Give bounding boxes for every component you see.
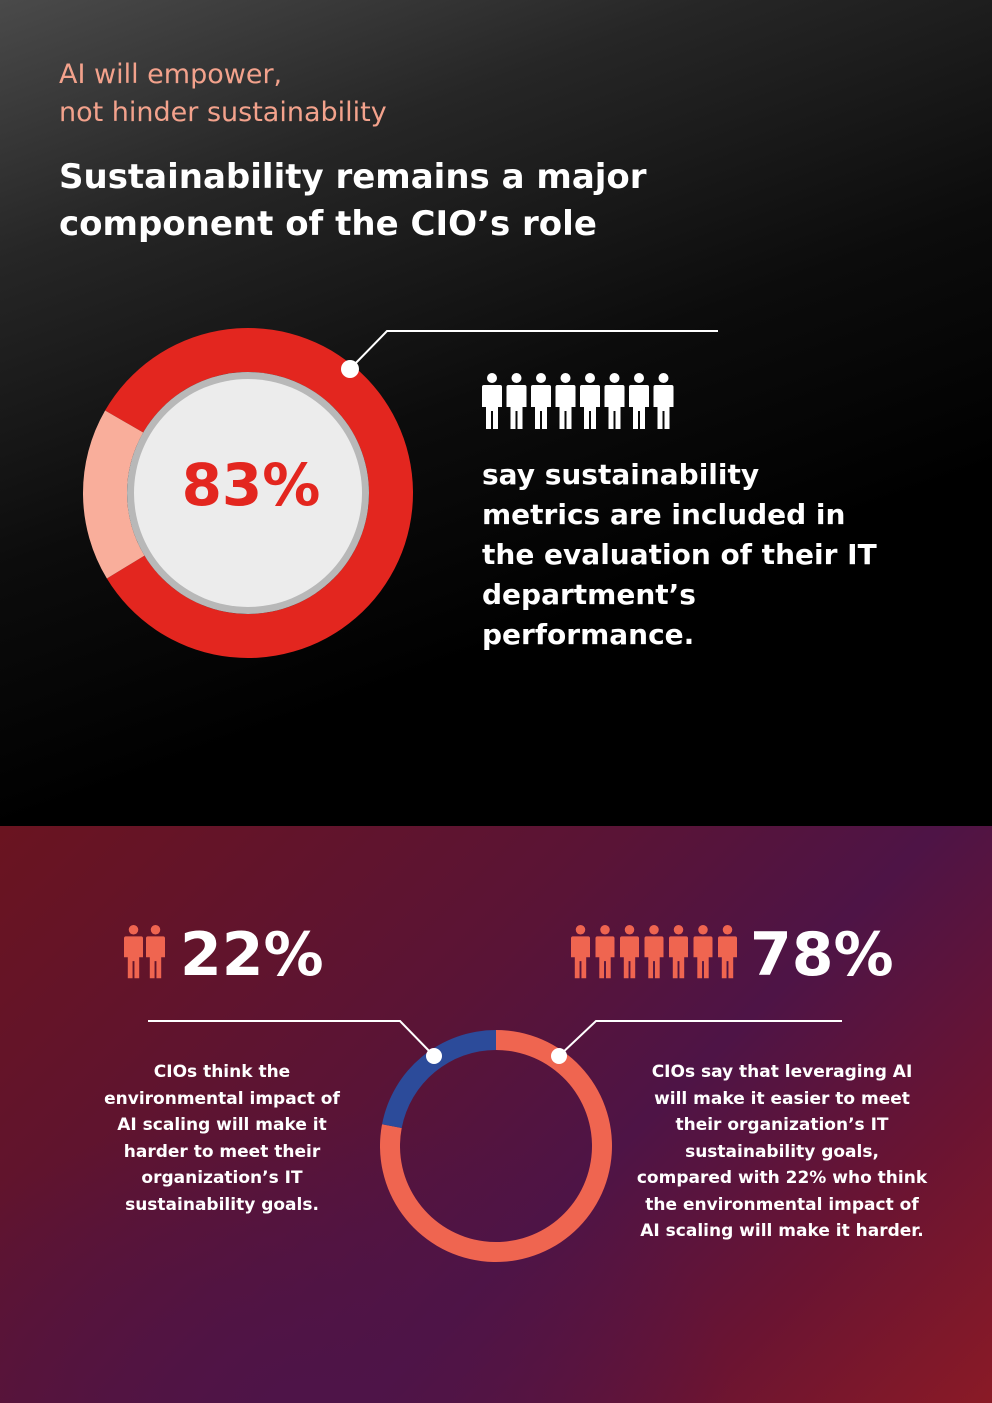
bottom-section [0, 826, 992, 1403]
person-icon [693, 925, 713, 979]
donut-83-remainder-segment [83, 410, 145, 579]
person-icon [620, 925, 640, 979]
eyebrow-title: AI will empower, not hinder sustainabili… [59, 59, 387, 128]
donut-83-center [134, 379, 362, 607]
callout-dot-78 [551, 1048, 567, 1064]
callout-line-78 [551, 1020, 842, 1064]
percent-78: 78% [750, 920, 894, 990]
person-icon [571, 925, 591, 979]
person-icon [595, 925, 615, 979]
percent-22: 22% [180, 920, 324, 990]
person-icon [506, 373, 527, 429]
percent-83: 83% [181, 451, 321, 519]
person-icon [531, 373, 551, 429]
people-icons-22 [124, 925, 165, 979]
description-22: CIOs think the environmental impact of A… [104, 1062, 340, 1215]
person-icon [653, 373, 674, 429]
callout-dot-83 [341, 360, 359, 378]
person-icon [644, 925, 664, 979]
people-icons-83 [482, 373, 674, 429]
person-icon [555, 373, 576, 429]
page-headline: Sustainability remains a major component… [59, 157, 647, 244]
callout-dot-22 [426, 1048, 442, 1064]
description-78: CIOs say that leveraging AI will make it… [636, 1062, 928, 1241]
person-icon [124, 925, 143, 979]
donut-83 [83, 327, 414, 658]
person-icon [669, 925, 689, 979]
person-icon [604, 373, 625, 429]
callout-line-83 [341, 330, 718, 378]
donut-22-segment [382, 1030, 496, 1129]
person-icon [718, 925, 738, 979]
people-icons-78 [571, 925, 738, 979]
donut-78-22 [380, 1030, 612, 1262]
callout-line-22 [148, 1020, 442, 1064]
person-icon [145, 925, 165, 979]
person-icon [629, 373, 649, 429]
description-83: say sustainability metrics are included … [482, 458, 877, 651]
person-icon [482, 373, 502, 429]
person-icon [580, 373, 600, 429]
